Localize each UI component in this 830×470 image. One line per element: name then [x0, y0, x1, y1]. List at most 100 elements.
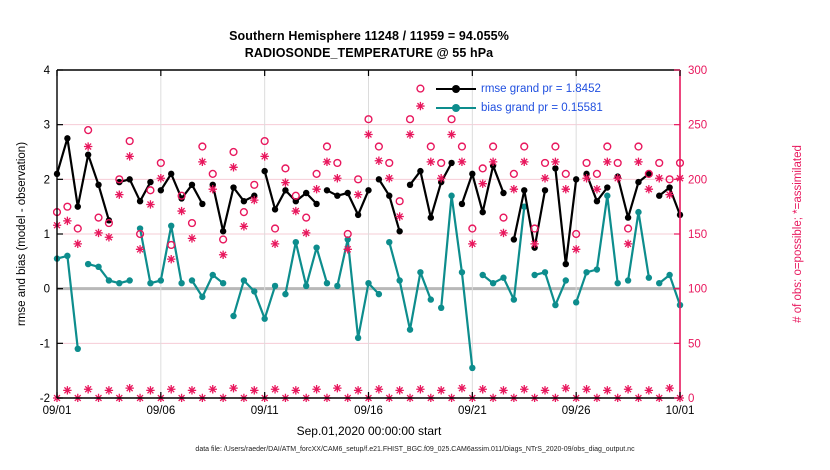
- rmse-point: [624, 214, 632, 221]
- bias-point: [645, 274, 653, 281]
- rmse-point: [604, 184, 611, 191]
- assimilated-asterisk-marker: [520, 385, 529, 394]
- assimilated-asterisk-marker: [478, 179, 487, 188]
- x-tick-label: 09/01: [43, 405, 72, 417]
- bias-point: [562, 277, 569, 284]
- possible-circle-marker: [374, 142, 383, 151]
- rmse-point: [593, 198, 601, 205]
- bias-point: [437, 304, 445, 311]
- possible-circle-marker: [561, 169, 570, 178]
- assimilated-asterisk-marker: [395, 212, 404, 221]
- bias-point: [531, 271, 538, 279]
- assimilated-asterisk-marker: [250, 195, 259, 205]
- possible-circle-marker: [302, 213, 311, 222]
- assimilated-asterisk-marker: [239, 222, 249, 231]
- assimilated-asterisk-marker: [603, 386, 612, 395]
- assimilated-asterisk-marker: [634, 157, 643, 167]
- rmse-point: [396, 228, 403, 235]
- y-tick-label-left: 4: [44, 65, 51, 77]
- possible-circle-marker: [447, 115, 456, 124]
- assimilated-asterisk-marker: [374, 156, 384, 165]
- assimilated-asterisk-marker: [509, 184, 519, 194]
- bias-point: [344, 236, 351, 243]
- possible-circle-marker: [364, 115, 373, 124]
- possible-circle-marker: [540, 158, 550, 168]
- bias-point: [375, 290, 383, 298]
- assimilated-asterisk-marker: [146, 386, 155, 395]
- assimilated-asterisk-marker: [385, 174, 394, 183]
- rmse-point: [562, 260, 569, 268]
- legend-label-bias: bias grand pr = 0.15581: [481, 101, 603, 114]
- assimilated-asterisk-marker: [187, 386, 197, 395]
- assimilated-asterisk-marker: [364, 130, 373, 139]
- possible-circle-marker: [250, 180, 259, 189]
- assimilated-asterisk-marker: [457, 157, 467, 167]
- assimilated-asterisk-marker: [416, 385, 425, 394]
- y-tick-label-right: 150: [688, 229, 707, 241]
- possible-circle-marker: [530, 224, 539, 233]
- assimilated-asterisk-marker: [478, 385, 487, 394]
- rmse-point: [510, 236, 518, 243]
- assimilated-asterisk-marker: [187, 234, 197, 243]
- assimilated-asterisk-marker: [561, 383, 570, 393]
- bias-line: [56, 195, 682, 369]
- possible-circle-marker: [665, 175, 674, 184]
- assimilated-asterisk-marker: [623, 385, 633, 394]
- bias-point: [448, 192, 455, 199]
- possible-circle-marker: [104, 218, 114, 228]
- assimilated-asterisk-marker: [613, 174, 622, 183]
- possible-circle-marker: [291, 191, 300, 200]
- rmse-point: [656, 192, 663, 199]
- possible-circle-marker: [582, 158, 591, 168]
- legend: rmse grand pr = 1.8452 bias grand pr = 0…: [436, 79, 603, 117]
- rmse-point: [126, 176, 133, 183]
- rmse-point: [479, 208, 486, 216]
- y-tick-label-left: -1: [40, 338, 50, 350]
- possible-circle-marker: [333, 158, 342, 168]
- bias-point: [84, 260, 92, 268]
- rmse-point: [147, 178, 154, 186]
- assimilated-asterisk-marker: [208, 184, 217, 194]
- y-tick-label-right: 300: [688, 65, 707, 77]
- possible-circle-marker: [468, 224, 477, 233]
- assimilated-asterisk-marker: [374, 385, 384, 394]
- rmse-point: [209, 181, 216, 188]
- assimilated-asterisk-marker: [644, 386, 654, 395]
- bias-point: [147, 280, 154, 287]
- rmse-point: [386, 192, 393, 199]
- assimilated-asterisk-marker: [436, 386, 446, 395]
- possible-circle-marker: [156, 158, 165, 168]
- assimilated-asterisk-marker: [322, 157, 332, 167]
- assimilated-asterisk-marker: [63, 386, 72, 395]
- rmse-point: [168, 170, 175, 178]
- bias-point: [604, 192, 611, 199]
- assimilated-asterisk-marker: [540, 174, 550, 183]
- bias-point: [209, 271, 216, 279]
- ticks: 09/01 09/06 09/11 09/16 09/21 09/26 10/01 -2 -1 0…: [40, 65, 707, 417]
- legend-item-bias: bias grand pr = 0.15581: [436, 98, 603, 117]
- bias-point: [303, 282, 310, 290]
- assimilated-asterisk-marker: [561, 184, 570, 194]
- bias-point: [199, 293, 206, 301]
- assimilated-asterisk-marker: [520, 157, 529, 167]
- assimilated-asterisk-marker: [312, 385, 321, 394]
- y-tick-label-right: 200: [688, 174, 707, 186]
- rmse-line-swatch: [436, 84, 476, 94]
- possible-circle-marker: [281, 164, 290, 173]
- possible-circle-marker: [63, 202, 72, 211]
- x-tick-label: 09/26: [562, 405, 591, 417]
- rmse-point: [157, 187, 165, 194]
- assimilated-asterisk-marker: [83, 142, 93, 151]
- x-tick-label: 09/21: [458, 405, 487, 417]
- assimilated-asterisk-marker: [104, 233, 114, 242]
- bias-point: [666, 271, 673, 279]
- bias-point: [95, 263, 102, 270]
- rmse-point: [323, 187, 331, 194]
- possible-circle-marker: [499, 213, 508, 222]
- assimilated-asterisk-marker: [488, 157, 498, 167]
- rmse-point: [271, 206, 279, 213]
- y-tick-label-left: 3: [44, 120, 50, 132]
- bias-point: [282, 290, 289, 298]
- possible-circle-marker: [343, 229, 352, 239]
